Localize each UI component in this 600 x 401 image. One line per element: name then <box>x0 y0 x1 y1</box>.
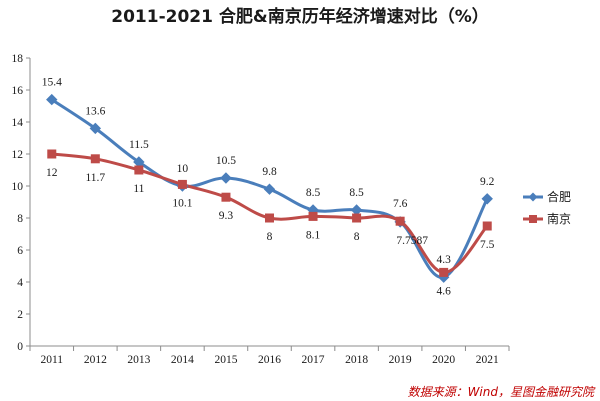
series-2-point <box>265 213 274 223</box>
y-tick-label: 12 <box>12 149 24 161</box>
legend-marker-1 <box>528 192 538 202</box>
source-note: 数据来源：Wind，星图金融研究院 <box>408 385 596 399</box>
data-label: 4.3 <box>436 254 451 266</box>
series-markers <box>46 93 493 283</box>
data-label: 9.8 <box>262 166 277 178</box>
series-1-point <box>220 172 232 184</box>
data-label: 11.7 <box>85 172 105 184</box>
data-label: 11 <box>133 183 144 195</box>
series-2-point <box>221 192 231 202</box>
series-2-point <box>395 216 405 226</box>
chart-title: 2011-2021 合肥&南京历年经济增速对比（%） <box>111 6 488 27</box>
data-label: 10 <box>177 163 189 175</box>
x-tick-label: 2016 <box>258 354 281 366</box>
x-tick-label: 2013 <box>127 354 150 366</box>
tick-labels: 0 2 4 6 8 10 12 14 16 18 2011 2012 2013 2014 2015 2016 2… <box>12 53 499 366</box>
data-label: 4.6 <box>436 285 451 297</box>
series-2-point <box>308 211 318 221</box>
x-tick-label: 2012 <box>84 354 107 366</box>
data-label: 8 <box>267 231 273 243</box>
x-tick-label: 2018 <box>345 354 368 366</box>
series-2-point <box>47 149 57 159</box>
y-tick-label: 6 <box>17 245 23 257</box>
x-tick-label: 2014 <box>171 354 194 366</box>
data-label: 8.5 <box>306 187 321 199</box>
legend-label-1: 合肥 <box>547 189 571 204</box>
data-labels: 15.4 13.6 11.5 10 10.5 9.8 8.5 8.5 7.7587 4.3 9.2 1… <box>42 77 495 298</box>
data-label: 12 <box>46 167 58 179</box>
y-tick-label: 8 <box>17 213 23 225</box>
y-tick-label: 16 <box>12 85 24 97</box>
data-label: 15.4 <box>42 77 62 89</box>
series-2-point <box>439 267 449 277</box>
x-tick-label: 2011 <box>40 354 63 366</box>
data-label: 7.5 <box>480 239 495 251</box>
series-1-point <box>89 122 102 135</box>
data-label: 8.1 <box>306 229 321 241</box>
series-1-point <box>46 93 58 106</box>
x-tick-label: 2015 <box>214 354 237 366</box>
data-label: 8 <box>354 231 360 243</box>
data-label: 8.5 <box>349 187 364 199</box>
legend-label-2: 南京 <box>547 211 571 226</box>
legend-marker-2 <box>529 215 537 223</box>
y-tick-label: 4 <box>17 277 23 289</box>
y-tick-label: 14 <box>12 117 24 129</box>
data-label: 10.1 <box>172 197 192 209</box>
x-tick-label: 2021 <box>476 354 499 366</box>
series-line-1 <box>50 98 489 279</box>
series-1-point <box>481 193 493 205</box>
series-2-point <box>482 221 492 231</box>
data-label: 13.6 <box>85 105 105 117</box>
y-tick-label: 10 <box>12 181 24 193</box>
y-tick-label: 0 <box>17 341 23 353</box>
x-tick-label: 2017 <box>302 354 325 366</box>
data-label: 11.5 <box>129 139 149 151</box>
data-label: 10.5 <box>216 155 236 167</box>
data-label: 9.2 <box>480 176 495 188</box>
series-2-point <box>90 154 100 164</box>
series-2-point <box>134 165 144 175</box>
x-tick-label: 2020 <box>432 354 455 366</box>
series-2-point <box>177 179 187 189</box>
x-tick-label: 2019 <box>389 354 412 366</box>
data-label: 7.7587 <box>396 235 428 247</box>
series-1-point <box>263 183 276 195</box>
data-label: 9.3 <box>219 210 234 222</box>
y-tick-label: 18 <box>12 53 24 65</box>
data-label: 7.6 <box>393 198 408 210</box>
y-tick-label: 2 <box>17 309 23 321</box>
axes <box>26 57 510 351</box>
series-2-point <box>352 213 362 223</box>
